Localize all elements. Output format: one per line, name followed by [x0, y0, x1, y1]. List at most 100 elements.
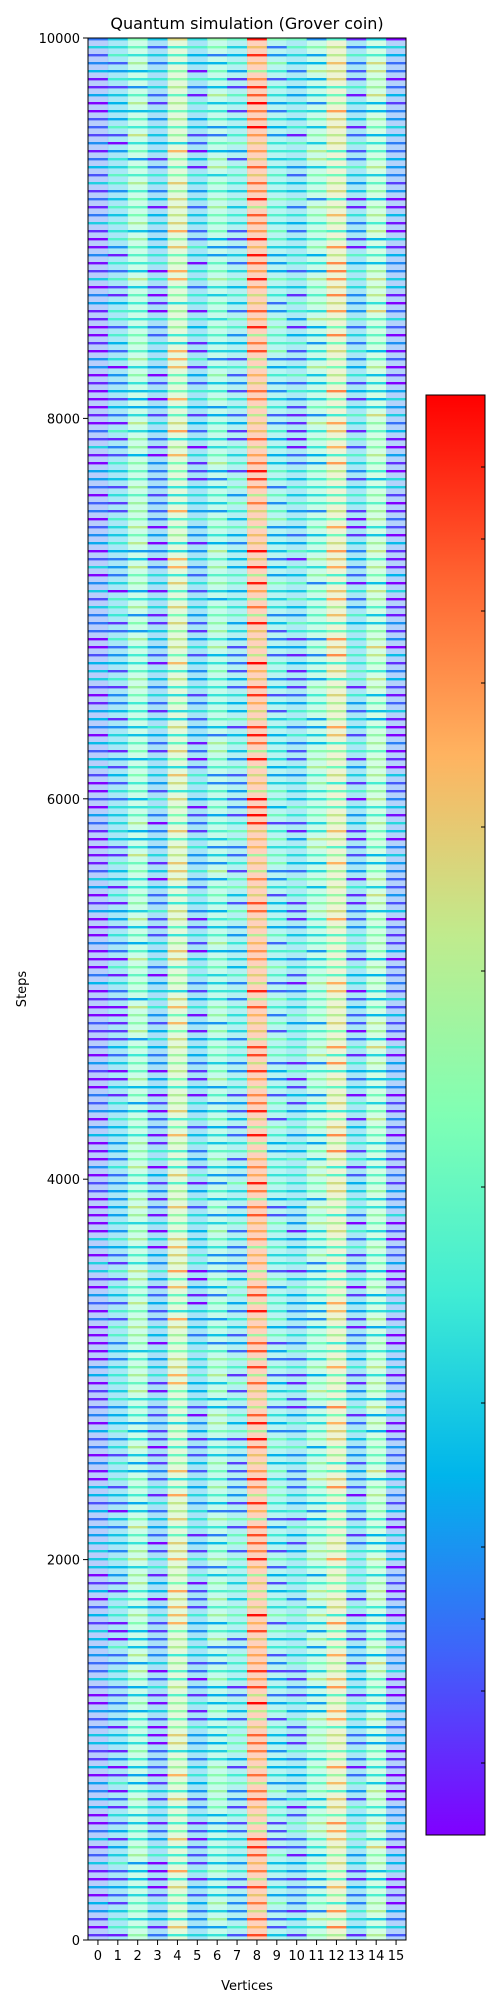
heatmap-cell [247, 1502, 268, 1505]
heatmap-cell [167, 1078, 188, 1081]
heatmap-cell [306, 742, 327, 745]
heatmap-cell [366, 966, 387, 969]
heatmap-cell [88, 774, 109, 777]
heatmap-cell [127, 1782, 148, 1785]
heatmap-cell [247, 1854, 268, 1857]
heatmap-cell [326, 1838, 347, 1841]
heatmap-cell [306, 534, 327, 537]
heatmap-cell [286, 1102, 307, 1105]
heatmap-cell [306, 1022, 327, 1025]
heatmap-cell [247, 1662, 268, 1665]
heatmap-cell [207, 1606, 228, 1609]
heatmap-cell [167, 1926, 188, 1929]
heatmap-cell [207, 1398, 228, 1401]
heatmap-cell [346, 134, 367, 137]
heatmap-cell [306, 1934, 327, 1937]
heatmap-cell [107, 878, 129, 881]
heatmap-cell [207, 1158, 228, 1161]
heatmap-cell [366, 454, 387, 457]
heatmap-cell [266, 1662, 288, 1665]
heatmap-cell [207, 1574, 228, 1577]
heatmap-cell [227, 1838, 248, 1841]
heatmap-cell [107, 518, 129, 521]
heatmap-cell [127, 1014, 148, 1017]
heatmap-cell [167, 1822, 188, 1825]
heatmap-cell [147, 1046, 168, 1049]
heatmap-cell [207, 222, 228, 225]
heatmap-cell [266, 46, 288, 49]
heatmap-cell [286, 1414, 307, 1417]
heatmap-cell [247, 1542, 268, 1545]
heatmap-cell [366, 1534, 387, 1537]
heatmap-cell [366, 918, 387, 921]
heatmap-cell [326, 638, 347, 641]
heatmap-cell [227, 454, 248, 457]
heatmap-cell [187, 422, 208, 425]
heatmap-cell [107, 598, 129, 601]
heatmap-cell [247, 1494, 268, 1497]
heatmap-cell [147, 1606, 168, 1609]
heatmap-cell [286, 1326, 307, 1329]
heatmap-cell [247, 1630, 268, 1633]
heatmap-cell [127, 822, 148, 825]
heatmap-cell [306, 1694, 327, 1697]
heatmap-cell [306, 1278, 327, 1281]
heatmap-cell [326, 598, 347, 601]
heatmap-cell [227, 38, 248, 41]
heatmap-cell [346, 1518, 367, 1521]
heatmap-cell [366, 846, 387, 849]
heatmap-cell [366, 1470, 387, 1473]
heatmap-cell [306, 1310, 327, 1313]
heatmap-cell [326, 886, 347, 889]
heatmap-cell [306, 726, 327, 729]
heatmap-cell [326, 1710, 347, 1713]
heatmap-cell [167, 1278, 188, 1281]
heatmap-cell [107, 1078, 129, 1081]
heatmap-cell [227, 646, 248, 649]
heatmap-cell [247, 654, 268, 657]
heatmap-cell [127, 198, 148, 201]
heatmap-cell [227, 958, 248, 961]
heatmap-cell [207, 1142, 228, 1145]
heatmap-cell [366, 558, 387, 561]
heatmap-cell [107, 566, 129, 569]
heatmap-cell [366, 38, 387, 41]
heatmap-cell [346, 1550, 367, 1553]
heatmap-cell [346, 478, 367, 481]
heatmap-cell [88, 1550, 109, 1553]
heatmap-cell [386, 1662, 406, 1665]
heatmap-cell [167, 1534, 188, 1537]
heatmap-cell [227, 854, 248, 857]
heatmap-cell [187, 142, 208, 145]
heatmap-cell [167, 662, 188, 665]
heatmap-cell [147, 1190, 168, 1193]
heatmap-cell [286, 78, 307, 81]
heatmap-column [167, 38, 188, 1940]
heatmap-cell [127, 1246, 148, 1249]
heatmap-cell [207, 502, 228, 505]
heatmap-cell [286, 1214, 307, 1217]
heatmap-cell [306, 598, 327, 601]
heatmap-cell [167, 1702, 188, 1705]
heatmap-cell [366, 734, 387, 737]
heatmap-cell [306, 414, 327, 417]
heatmap-cell [247, 758, 268, 761]
heatmap-cell [306, 1478, 327, 1481]
heatmap-cell [266, 262, 288, 265]
heatmap-cell [147, 94, 168, 97]
heatmap-cell [266, 1838, 288, 1841]
heatmap-cell [326, 1662, 347, 1665]
heatmap-cell [326, 1494, 347, 1497]
heatmap-cell [88, 1478, 109, 1481]
heatmap-cell [227, 1518, 248, 1521]
heatmap-cell [207, 286, 228, 289]
heatmap-cell [107, 214, 129, 217]
heatmap-cell [286, 1438, 307, 1441]
heatmap-cell [366, 286, 387, 289]
heatmap-cell [127, 294, 148, 297]
heatmap-cell [286, 1630, 307, 1633]
heatmap-cell [167, 166, 188, 169]
heatmap-cell [167, 1838, 188, 1841]
heatmap-cell [326, 726, 347, 729]
heatmap-cell [326, 1222, 347, 1225]
